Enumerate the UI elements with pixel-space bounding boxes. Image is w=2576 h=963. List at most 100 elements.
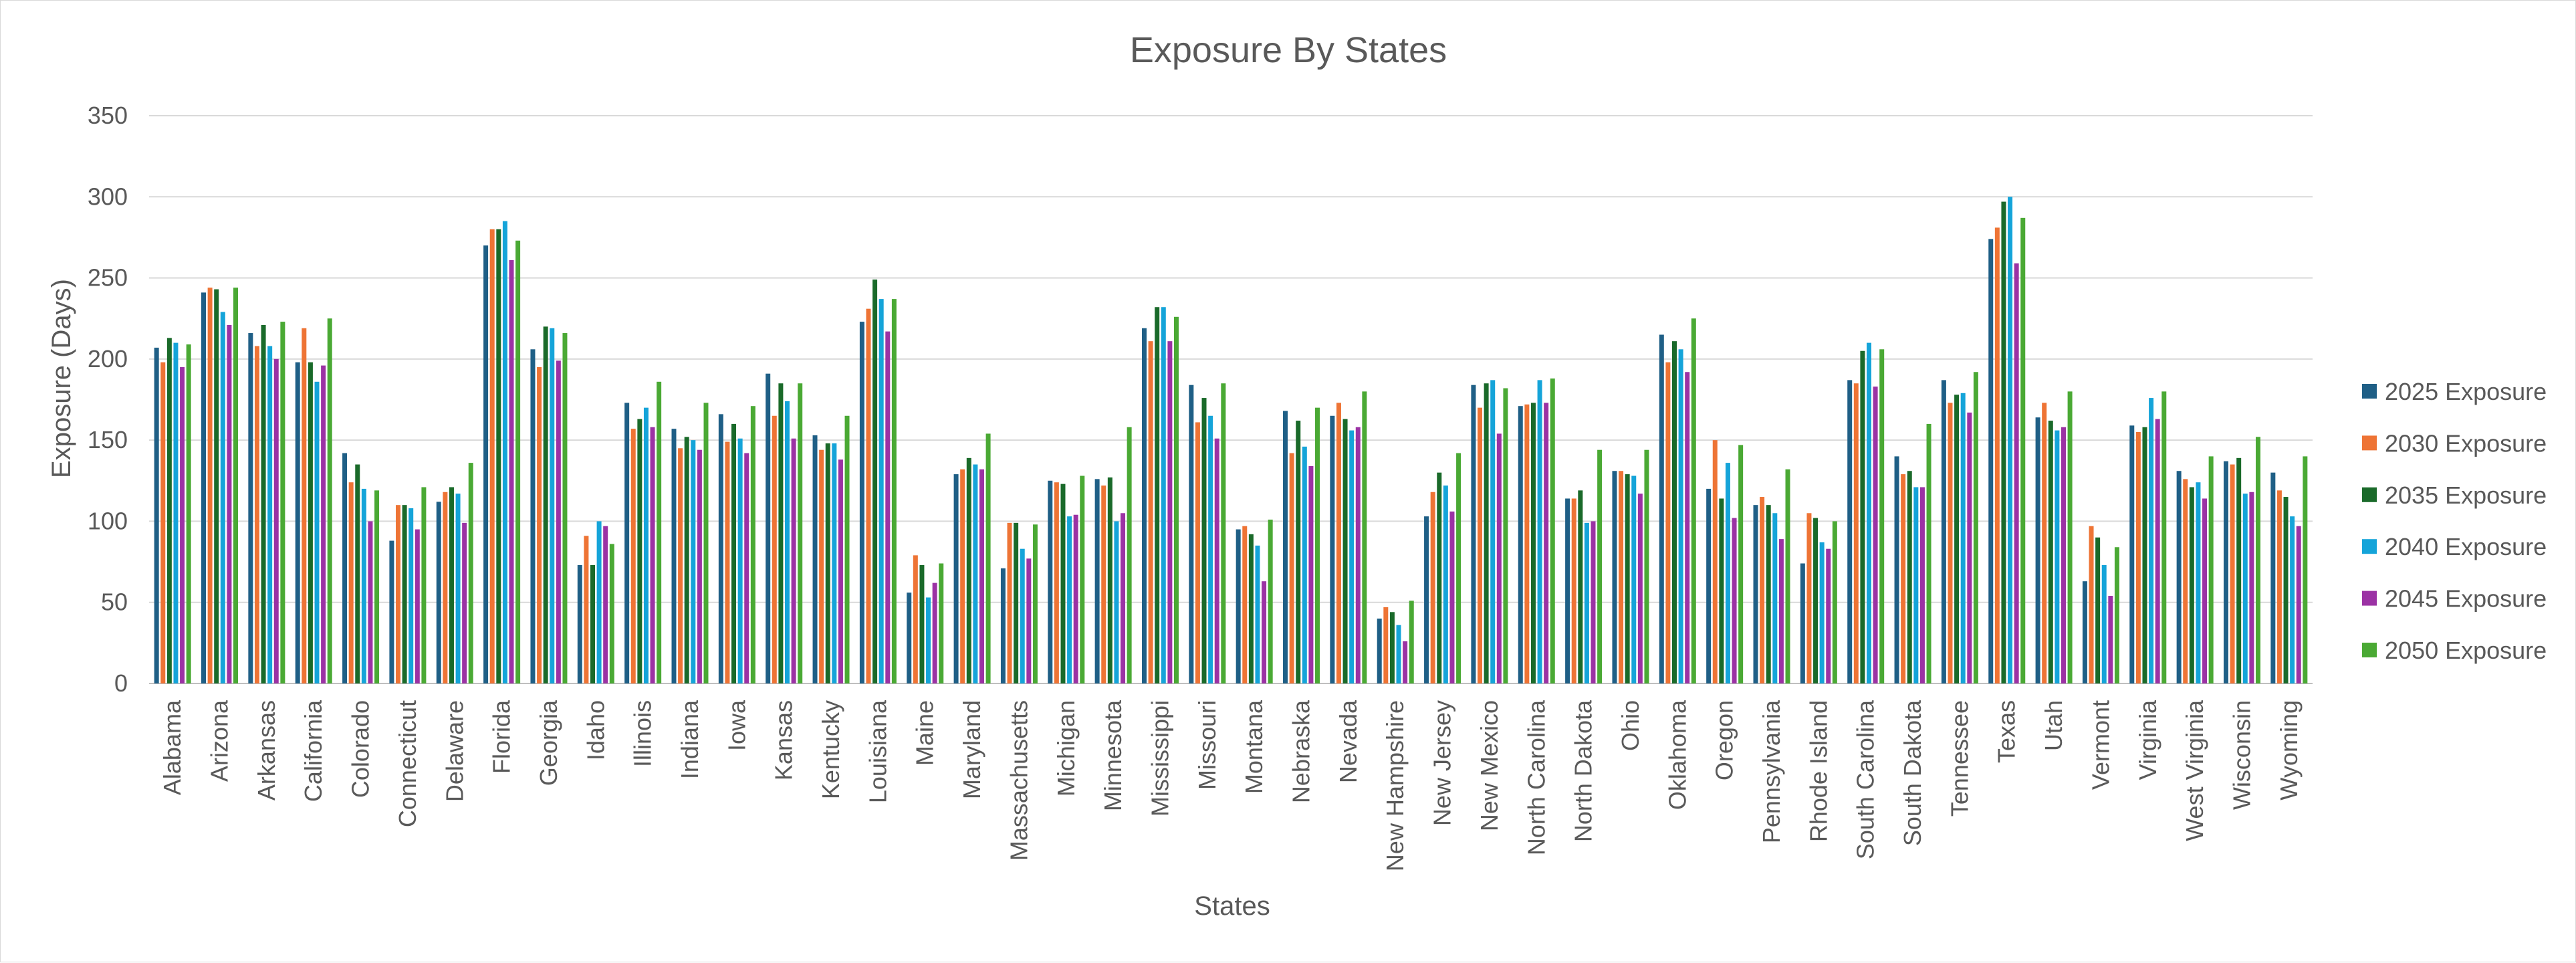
x-tick-label: Indiana xyxy=(676,700,703,779)
x-tick-label: Colorado xyxy=(347,700,374,798)
bar xyxy=(1449,511,1455,683)
x-tick-label: Michigan xyxy=(1052,700,1080,796)
bar xyxy=(1141,328,1147,683)
bar xyxy=(248,333,253,683)
x-tick-label: Wyoming xyxy=(2275,700,2303,800)
bar xyxy=(1107,477,1113,683)
x-tick-label: New Jersey xyxy=(1429,700,1456,826)
bar xyxy=(261,324,266,683)
bar xyxy=(1148,341,1153,683)
bar xyxy=(1760,497,1765,683)
bar xyxy=(1060,484,1066,683)
bar xyxy=(1478,407,1483,683)
x-tick-label: Mississippi xyxy=(1147,700,1174,817)
bar xyxy=(1349,430,1355,683)
bar xyxy=(1262,581,1267,683)
bar xyxy=(725,441,730,683)
bar xyxy=(368,521,373,683)
x-tick-label: New Mexico xyxy=(1476,700,1503,831)
bar xyxy=(1490,380,1496,683)
bar xyxy=(1026,558,1032,683)
bar xyxy=(637,419,642,683)
bar xyxy=(885,331,891,683)
bar xyxy=(691,440,696,683)
bar xyxy=(154,347,159,683)
bar xyxy=(966,457,971,683)
bar xyxy=(1342,419,1348,683)
bar xyxy=(1396,625,1401,683)
bar xyxy=(2176,471,2182,683)
x-tick-label: Oklahoma xyxy=(1663,700,1691,810)
bar xyxy=(985,433,991,683)
bar xyxy=(907,593,912,683)
bar xyxy=(684,437,689,683)
bar xyxy=(1054,482,1059,683)
bar xyxy=(624,403,630,683)
bar xyxy=(308,362,313,683)
bar xyxy=(1255,545,1260,683)
bar xyxy=(1080,475,1085,683)
legend-label: 2025 Exposure xyxy=(2385,378,2547,405)
x-tick-label: Missouri xyxy=(1193,700,1221,790)
bar xyxy=(342,453,348,683)
bar xyxy=(2001,201,2006,683)
bar xyxy=(1524,404,1530,683)
bar xyxy=(1020,548,1025,683)
x-tick-label: Utah xyxy=(2040,700,2067,751)
y-tick-label: 300 xyxy=(88,183,128,210)
x-tick-label: Connecticut xyxy=(394,700,421,827)
bar xyxy=(1456,453,1461,683)
bar xyxy=(791,438,796,683)
bar xyxy=(280,322,285,683)
bar xyxy=(1007,522,1012,683)
bar xyxy=(671,429,677,683)
bar xyxy=(2249,492,2254,683)
bar xyxy=(750,406,755,683)
bar xyxy=(537,366,542,683)
bar xyxy=(1189,385,1194,683)
bar xyxy=(220,312,225,683)
x-tick-label: Wisconsin xyxy=(2228,700,2256,810)
bar xyxy=(609,544,614,683)
bar xyxy=(1800,563,1805,683)
bar xyxy=(2303,456,2308,683)
bar xyxy=(1879,349,1885,683)
bar xyxy=(556,360,561,683)
bar xyxy=(321,365,326,683)
x-tick-label: Delaware xyxy=(441,700,468,802)
bar xyxy=(1550,378,1555,683)
bar xyxy=(932,582,937,683)
bar xyxy=(866,308,871,683)
bar xyxy=(2135,432,2141,683)
bar xyxy=(1847,380,1853,683)
bar xyxy=(2290,516,2295,683)
bar xyxy=(798,383,803,683)
bar xyxy=(2155,419,2160,683)
bar xyxy=(1355,427,1361,683)
bar xyxy=(2183,479,2188,683)
bar xyxy=(657,381,662,683)
y-tick-label: 50 xyxy=(101,588,128,616)
x-tick-label: Florida xyxy=(488,700,515,774)
bar xyxy=(1201,398,1207,683)
x-axis-ticks: Alabama Arizona Arkansas California Colorado… xyxy=(158,700,2303,871)
x-tick-label: Arizona xyxy=(206,700,233,782)
bar xyxy=(1544,403,1549,683)
bar xyxy=(926,597,931,683)
bar xyxy=(1127,427,1132,683)
legend-swatch xyxy=(2362,384,2377,399)
bar xyxy=(1073,514,1078,683)
x-tick-label: Tennessee xyxy=(1946,700,1973,817)
bar xyxy=(785,401,790,683)
bar xyxy=(180,366,185,683)
bar xyxy=(953,474,959,683)
bar xyxy=(1819,542,1825,683)
bar xyxy=(1901,474,1906,683)
bar xyxy=(603,526,608,683)
legend-swatch xyxy=(2362,487,2377,502)
bar xyxy=(550,328,555,683)
y-tick-label: 100 xyxy=(88,507,128,534)
bar xyxy=(361,488,366,683)
bar xyxy=(650,427,655,683)
